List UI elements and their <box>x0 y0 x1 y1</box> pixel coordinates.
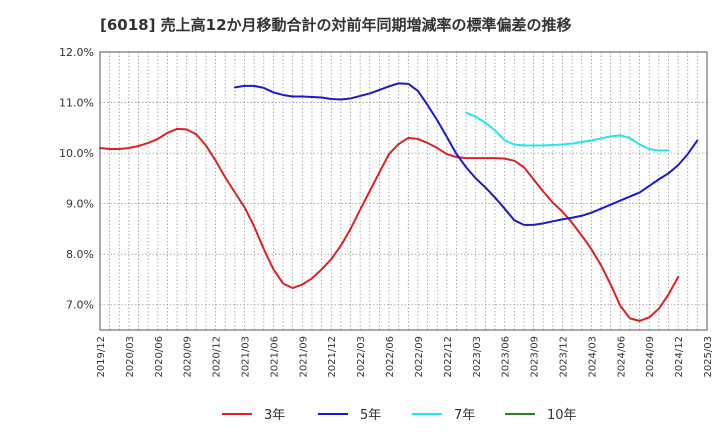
x-tick-label: 2024/09 <box>645 336 656 378</box>
y-axis: 7.0% 8.0% 9.0% 10.0% 11.0% 12.0% <box>59 46 94 312</box>
y-tick-label: 7.0% <box>66 299 94 312</box>
legend-label: 3年 <box>264 408 285 423</box>
x-tick-label: 2021/09 <box>298 336 309 378</box>
plot-background <box>100 52 707 330</box>
x-tick-label: 2022/12 <box>443 336 454 378</box>
chart-title: [6018] 売上高12か月移動合計の対前年同期増減率の標準偏差の推移 <box>100 16 572 34</box>
x-tick-label: 2024/03 <box>587 336 598 378</box>
series-line <box>99 127 680 322</box>
x-tick-label: 2020/09 <box>183 336 194 378</box>
x-tick-label: 2019/12 <box>96 336 107 378</box>
x-tick-label: 2023/12 <box>558 336 569 378</box>
legend: 3年 5年 7年 10年 <box>222 408 577 423</box>
series-line <box>233 82 699 226</box>
legend-label: 5年 <box>360 408 381 423</box>
plot-frame <box>99 51 708 331</box>
legend-label: 10年 <box>547 408 577 423</box>
grid-layer <box>100 51 707 330</box>
x-tick-label: 2023/03 <box>472 336 483 378</box>
y-tick-label: 12.0% <box>59 46 94 59</box>
y-tick-label: 10.0% <box>59 147 94 160</box>
x-tick-label: 2025/03 <box>703 336 714 378</box>
x-tick-label: 2021/12 <box>327 336 338 378</box>
x-tick-label: 2021/06 <box>269 336 280 378</box>
x-tick-label: 2020/03 <box>125 336 136 378</box>
legend-label: 7年 <box>454 408 475 423</box>
x-tick-label: 2023/06 <box>501 336 512 378</box>
x-tick-label: 2022/03 <box>356 336 367 378</box>
y-tick-label: 9.0% <box>66 198 94 211</box>
series-layer <box>99 82 699 322</box>
x-tick-label: 2023/09 <box>530 336 541 378</box>
x-tick-label: 2020/06 <box>154 336 165 378</box>
x-tick-label: 2021/03 <box>241 336 252 378</box>
x-tick-label: 2022/09 <box>414 336 425 378</box>
x-tick-label: 2024/12 <box>674 336 685 378</box>
y-tick-label: 11.0% <box>59 97 94 110</box>
x-tick-label: 2022/06 <box>385 336 396 378</box>
y-tick-label: 8.0% <box>66 248 94 261</box>
series-line <box>465 111 670 152</box>
x-axis: 2019/12 2020/03 2020/06 2020/09 2020/12 2021/… <box>96 336 714 378</box>
x-tick-label: 2024/06 <box>616 336 627 378</box>
x-tick-label: 2020/12 <box>212 336 223 378</box>
